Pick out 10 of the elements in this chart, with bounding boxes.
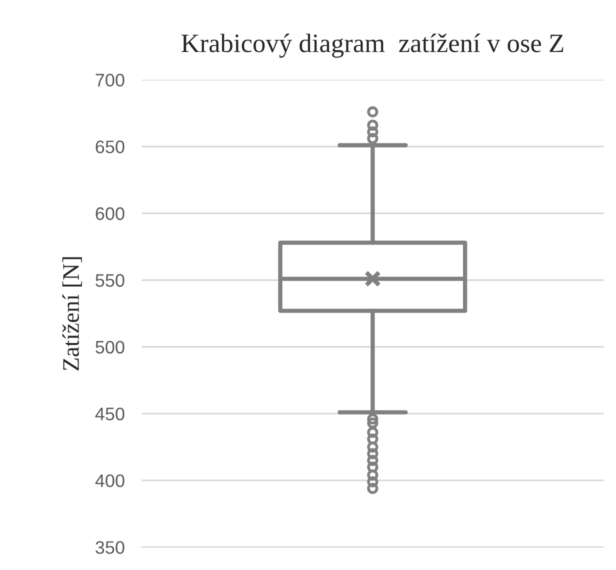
y-tick-label: 500 xyxy=(96,340,124,354)
y-axis-title: Zatížení [N] xyxy=(62,257,82,370)
y-tick-label: 600 xyxy=(96,207,124,220)
y-tick-label: 400 xyxy=(95,474,124,488)
y-tick-label: 450 xyxy=(95,408,124,420)
y-tick-label: 350 xyxy=(96,541,124,554)
y-tick-label: 550 xyxy=(96,274,124,287)
y-tick-label: 700 xyxy=(96,74,124,87)
y-tick-label: 650 xyxy=(96,140,124,154)
chart-title: Krabicový diagram zatížení v ose Z xyxy=(181,34,564,58)
